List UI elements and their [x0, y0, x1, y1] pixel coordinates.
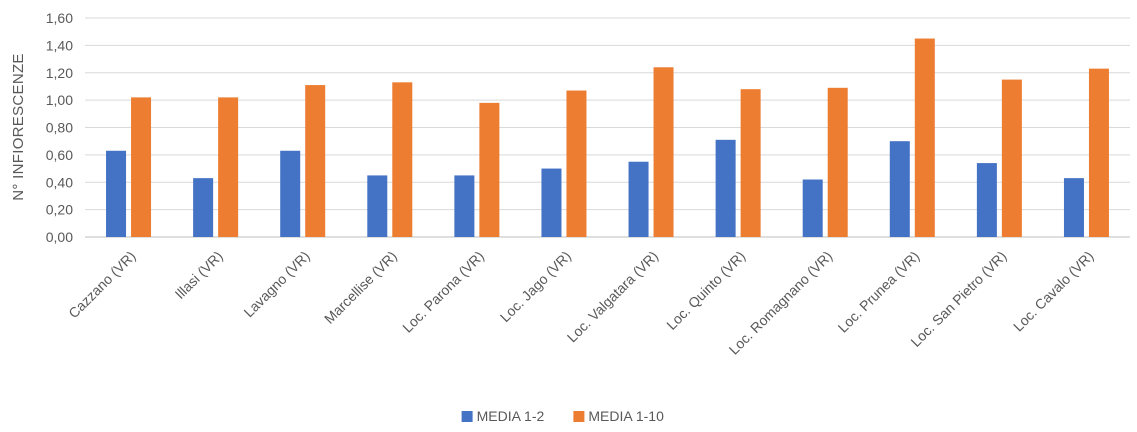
bar-media-1-10 [392, 82, 413, 237]
y-tick-label: 0,60 [46, 147, 73, 163]
bar-media-1-10 [305, 85, 326, 237]
y-tick-label: 0,80 [46, 120, 73, 136]
legend-label: MEDIA 1-2 [477, 408, 545, 424]
bar-media-1-10 [218, 97, 239, 237]
x-category-label: Loc. Valgatara (VR) [564, 248, 662, 346]
gridlines [85, 17, 1130, 238]
y-axis-title: N° INFIORESCENZE [10, 53, 27, 200]
x-category-label: Loc. Parona (VR) [399, 248, 487, 336]
bar-media-1-2 [889, 141, 910, 237]
bar-media-1-10 [740, 89, 761, 237]
legend-swatch [461, 411, 473, 422]
x-category-label: Loc. Quinto (VR) [663, 248, 748, 333]
bar-media-1-10 [479, 102, 500, 237]
x-category-label: Cazzano (VR) [65, 248, 138, 321]
bar-media-1-2 [628, 161, 649, 237]
y-axis-ticks: 0,00 0,20 0,40 0,60 0,80 1,00 1,20 1,40 1,60 [46, 10, 73, 245]
y-tick-label: 0,00 [46, 229, 73, 245]
x-category-label: Loc. Cavalo (VR) [1010, 248, 1097, 335]
y-tick-label: 1,60 [46, 10, 73, 26]
x-category-label: Loc. San Pietro (VR) [907, 248, 1009, 350]
y-tick-label: 1,20 [46, 65, 73, 81]
x-category-label: Loc. Jago (VR) [497, 248, 574, 325]
x-axis-labels: Cazzano (VR) Illasi (VR) Lavagno (VR) Marce… [65, 248, 1096, 358]
bar-media-1-2 [367, 175, 388, 237]
bar-media-1-2 [1063, 178, 1084, 237]
bar-media-1-2 [193, 178, 214, 237]
bar-media-1-10 [914, 38, 935, 237]
bar-media-1-2 [280, 150, 301, 237]
x-category-label: Lavagno (VR) [240, 248, 312, 320]
bar-media-1-2 [106, 150, 127, 237]
bar-media-1-10 [1001, 79, 1022, 237]
bar-media-1-10 [1088, 68, 1109, 237]
y-tick-label: 1,00 [46, 92, 73, 108]
bar-media-1-2 [541, 168, 562, 237]
bar-media-1-10 [131, 97, 152, 237]
bar-media-1-10 [566, 90, 587, 237]
x-category-label: Marcellise (VR) [321, 248, 400, 327]
bar-media-1-10 [827, 87, 848, 238]
bar-media-1-10 [653, 67, 674, 238]
bar-media-1-2 [976, 163, 997, 237]
legend: MEDIA 1-2 MEDIA 1-10 [461, 408, 664, 424]
legend-swatch [573, 411, 585, 422]
y-tick-label: 0,20 [46, 202, 73, 218]
x-category-label: Illasi (VR) [172, 248, 226, 302]
bar-media-1-2 [802, 179, 823, 237]
bar-media-1-2 [715, 139, 736, 237]
legend-label: MEDIA 1-10 [588, 408, 664, 424]
y-tick-label: 0,40 [46, 174, 73, 190]
x-category-label: Loc. Prunea (VR) [835, 248, 923, 336]
bars [106, 38, 1109, 238]
y-tick-label: 1,40 [46, 37, 73, 53]
bar-media-1-2 [454, 175, 475, 237]
